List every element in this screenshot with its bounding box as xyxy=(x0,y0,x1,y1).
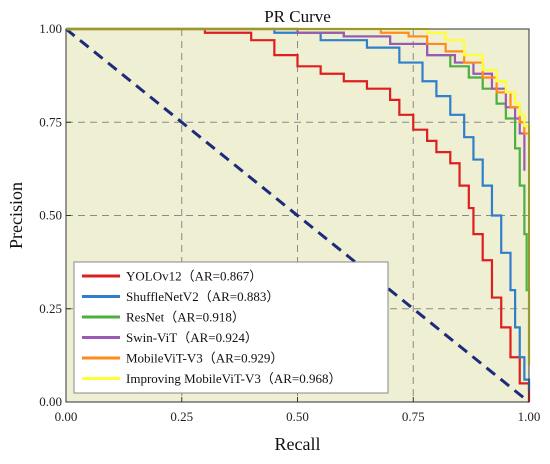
series-line-0 xyxy=(66,27,531,402)
y-axis-label: Precision xyxy=(6,182,26,249)
axis-ticks: 0.00 0.25 0.50 0.75 1.00 0.00 0.25 0.50 0.75 1.00 xyxy=(39,21,540,424)
legend-label-0: YOLOv12（AR=0.867） xyxy=(126,269,262,284)
x-axis-label: Recall xyxy=(275,434,321,454)
legend: YOLOv12（AR=0.867） ShuffleNetV2（AR=0.883） R… xyxy=(73,261,389,394)
x-tick-label-2: 0.50 xyxy=(286,409,309,424)
legend-label-3: Swin-ViT（AR=0.924） xyxy=(126,330,258,345)
chart-title: PR Curve xyxy=(264,7,331,26)
legend-box xyxy=(73,261,389,394)
y-tick-label-2: 0.50 xyxy=(39,208,62,223)
legend-label-4: MobileViT-V3（AR=0.929） xyxy=(126,351,283,366)
y-tick-label-0: 0.00 xyxy=(39,394,62,409)
legend-label-1: ShuffleNetV2（AR=0.883） xyxy=(126,289,279,304)
y-tick-label-3: 0.75 xyxy=(39,114,62,129)
series-line-5 xyxy=(66,27,531,365)
x-tick-label-1: 0.25 xyxy=(170,409,193,424)
y-tick-label-1: 0.25 xyxy=(39,301,62,316)
x-tick-label-3: 0.75 xyxy=(402,409,425,424)
series-line-4 xyxy=(66,27,531,141)
x-tick-label-0: 0.00 xyxy=(55,409,78,424)
diagonal-reference-line xyxy=(65,27,530,404)
legend-label-5: Improving MobileViT-V3（AR=0.968） xyxy=(126,371,342,386)
y-tick-label-4: 1.00 xyxy=(39,21,62,36)
series-line-1 xyxy=(66,27,531,391)
x-tick-label-4: 1.00 xyxy=(518,409,541,424)
legend-label-2: ResNet（AR=0.918） xyxy=(126,310,245,325)
series-group xyxy=(66,27,531,402)
